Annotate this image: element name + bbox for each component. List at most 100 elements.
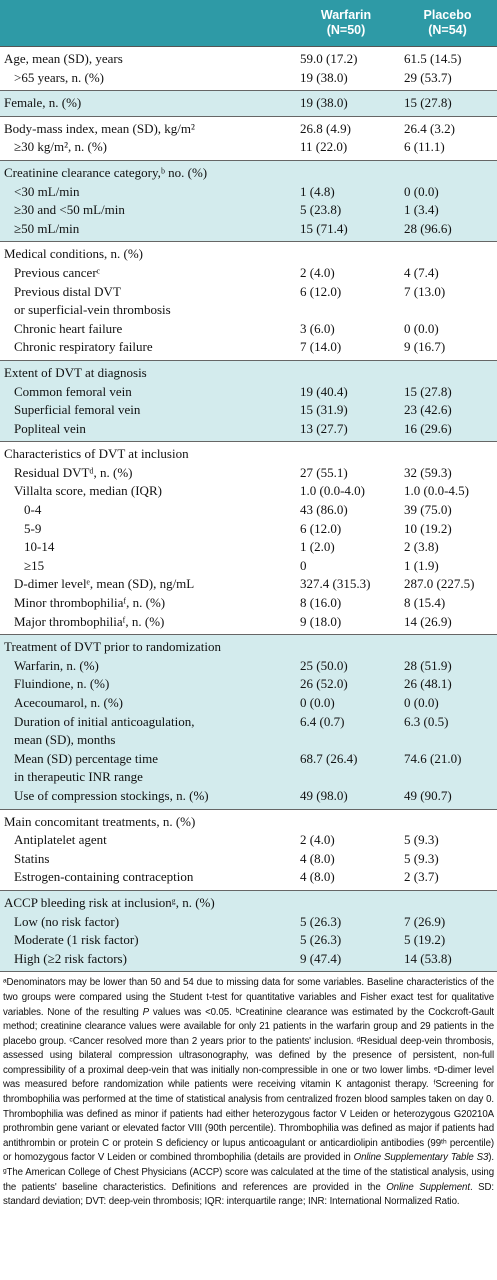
row-group: Extent of DVT at diagnosis Common femoral… [0,360,497,443]
placebo-cell [398,245,497,264]
placebo-cell: 0 (0.0) [404,695,439,710]
row-label: Warfarin, n. (%) [14,657,99,673]
table-row: Female, n. (%) 19 (38.0) 15 (27.8) [0,94,497,113]
column-header: Placebo (N=54) [423,8,472,37]
warfarin-cell [294,894,398,913]
table-row: Superficial femoral vein 15 (31.9) 23 (42.… [0,401,497,420]
placebo-cell: 23 (42.6) [404,402,452,418]
placebo-cell: 0 (0.0) [404,183,439,199]
table-row: Previous distal DVT or superficial-vein … [0,283,497,320]
row-label: Main concomitant treatments, n. (%) [4,813,196,829]
row-group: Female, n. (%) 19 (38.0) 15 (27.8) [0,91,497,117]
placebo-cell: 14 (26.9) [404,613,452,629]
footnote-text: Online Supplementary Table S3 [353,1152,489,1164]
warfarin-cell: 19 (38.0) [300,69,348,85]
row-group: Creatinine clearance category,ᵇ no. (%) <… [0,160,497,243]
table-row: Chronic heart failure 3 (6.0) 0 (0.0) [0,320,497,339]
row-label: Extent of DVT at diagnosis [4,364,147,380]
row-label: Villalta score, median (IQR) [14,483,162,499]
row-label: Chronic respiratory failure [14,339,153,355]
row-label: ≥50 mL/min [14,220,80,236]
row-group: Age, mean (SD), years 59.0 (17.2) 61.5 (14… [0,47,497,92]
row-label: ≥15 [24,557,45,573]
table-row: 0-4 43 (86.0) 39 (75.0) [0,501,497,520]
row-label: Use of compression stockings, n. (%) [14,787,209,803]
table-row: ≥30 kg/m², n. (%) 11 (22.0) 6 (11.1) [0,138,497,157]
warfarin-cell: 8 (16.0) [300,595,342,611]
warfarin-cell: 5 (23.8) [300,202,342,218]
warfarin-cell: 11 (22.0) [300,139,348,155]
row-label: Popliteal vein [14,420,86,436]
footnote-text: . SD: standard deviation; DVT: deep-vein… [3,1181,494,1208]
footnote-text: ᵃDenominators may be lower than 50 and 5… [3,977,494,1018]
placebo-cell: 8 (15.4) [404,595,446,611]
table-header: Warfarin (N=50) Placebo (N=54) [0,0,497,47]
warfarin-cell: 1.0 (0.0-4.0) [300,483,365,499]
warfarin-cell: 7 (14.0) [300,339,342,355]
placebo-cell [398,445,497,464]
placebo-cell: 26 (48.1) [404,676,452,692]
row-label: Minor thrombophiliaᶠ, n. (%) [14,595,166,611]
warfarin-cell: 19 (38.0) [300,95,348,111]
row-label: ≥30 and <50 mL/min [14,202,125,218]
warfarin-cell: 15 (71.4) [300,220,348,236]
placebo-cell: 4 (7.4) [404,264,439,280]
warfarin-cell: 1 (2.0) [300,539,335,555]
row-label: D-dimer levelᵉ, mean (SD), ng/mL [14,576,195,592]
table-row: ≥30 and <50 mL/min 5 (23.8) 1 (3.4) [0,201,497,220]
placebo-cell [398,164,497,183]
warfarin-cell: 2 (4.0) [300,832,335,848]
placebo-cell: 28 (51.9) [404,657,452,673]
row-label: Antiplatelet agent [14,832,107,848]
footnotes: ᵃDenominators may be lower than 50 and 5… [0,972,497,1210]
table-row: ≥15 0 1 (1.9) [0,557,497,576]
table-row: Antiplatelet agent 2 (4.0) 5 (9.3) [0,831,497,850]
table-row: Mean (SD) percentage time in therapeutic… [0,750,497,787]
warfarin-cell: 19 (40.4) [300,383,348,399]
row-label: Low (no risk factor) [14,913,120,929]
placebo-cell: 49 (90.7) [404,787,452,803]
placebo-cell [398,364,497,383]
footnote-text: P [142,1006,149,1018]
warfarin-cell [294,638,398,657]
placebo-cell: 2 (3.8) [404,539,439,555]
warfarin-cell: 6 (12.0) [300,283,342,299]
row-group: Body-mass index, mean (SD), kg/m² 26.8 (4… [0,117,497,161]
footnote-text: values was <0.05. ᵇCreatinine clearance … [3,1006,494,1164]
table-row: 5-9 6 (12.0) 10 (19.2) [0,520,497,539]
table-row: Villalta score, median (IQR) 1.0 (0.0-4.0… [0,482,497,501]
row-label: Age, mean (SD), years [4,51,123,66]
placebo-cell [398,894,497,913]
warfarin-cell [294,445,398,464]
placebo-cell: 6 (11.1) [404,139,445,155]
table-body: Age, mean (SD), years 59.0 (17.2) 61.5 (14… [0,47,497,973]
warfarin-cell [294,813,398,832]
warfarin-cell: 25 (50.0) [300,657,348,673]
placebo-cell: 26.4 (3.2) [404,120,455,136]
warfarin-cell: 49 (98.0) [300,787,348,803]
warfarin-cell: 6.4 (0.7) [300,713,345,729]
warfarin-cell: 4 (8.0) [300,850,335,866]
placebo-cell: 2 (3.7) [404,869,439,885]
table-row: Warfarin, n. (%) 25 (50.0) 28 (51.9) [0,657,497,676]
table-row: Major thrombophiliaᶠ, n. (%) 9 (18.0) 14 (… [0,613,497,632]
warfarin-cell: 0 [300,557,307,573]
row-label: Medical conditions, n. (%) [4,246,143,262]
warfarin-cell: 27 (55.1) [300,464,348,480]
placebo-cell: 32 (59.3) [404,464,452,480]
table-row: Treatment of DVT prior to randomization [0,638,497,657]
placebo-cell: 15 (27.8) [404,95,452,111]
placebo-cell [398,813,497,832]
warfarin-cell: 1 (4.8) [300,183,335,199]
table-row: Statins 4 (8.0) 5 (9.3) [0,850,497,869]
table-row: Fluindione, n. (%) 26 (52.0) 26 (48.1) [0,675,497,694]
table-row: 10-14 1 (2.0) 2 (3.8) [0,538,497,557]
table-row: <30 mL/min 1 (4.8) 0 (0.0) [0,183,497,202]
table-row: Common femoral vein 19 (40.4) 15 (27.8) [0,383,497,402]
placebo-cell: 39 (75.0) [404,502,452,518]
placebo-cell: 6.3 (0.5) [404,713,449,729]
placebo-cell: 0 (0.0) [404,320,439,336]
placebo-cell: 74.6 (21.0) [404,750,462,766]
row-label: Characteristics of DVT at inclusion [4,446,189,462]
table-row: High (≥2 risk factors) 9 (47.4) 14 (53.8) [0,950,497,969]
